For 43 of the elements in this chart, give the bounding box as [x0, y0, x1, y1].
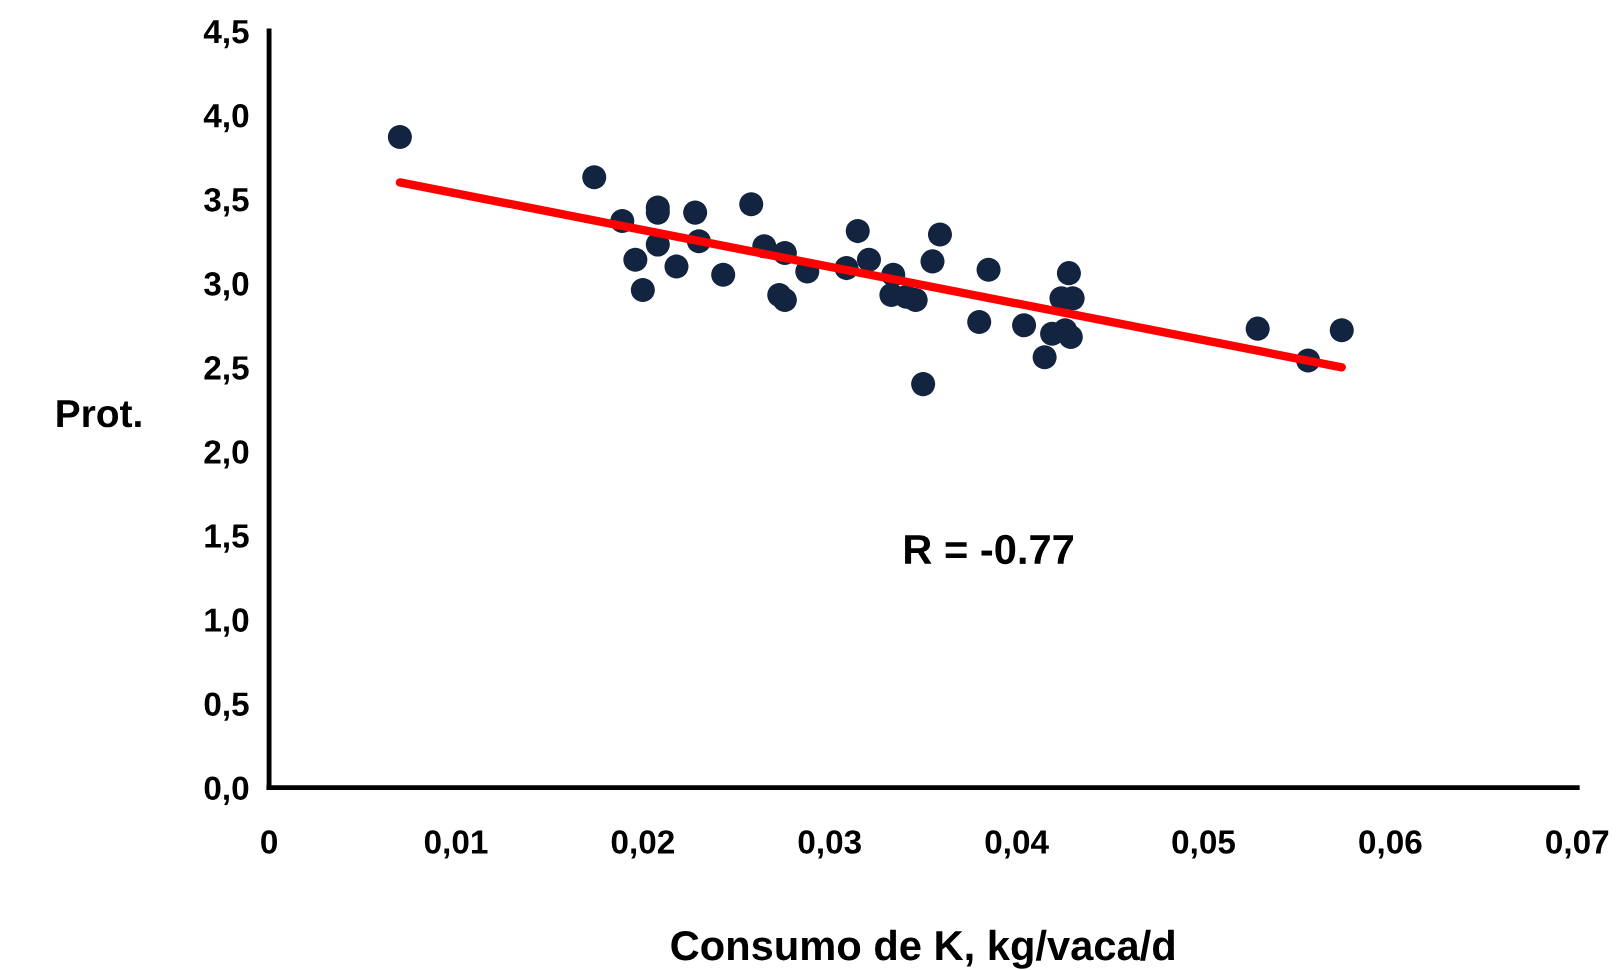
point: [683, 200, 708, 225]
point: [387, 124, 412, 149]
x-axis-title: Consumo de K, kg/vaca/d: [671, 929, 1174, 969]
y-tick-label: 4,5: [203, 20, 249, 49]
point: [1012, 313, 1037, 338]
x-tick-label: 0,07: [1546, 830, 1609, 859]
point: [1056, 261, 1081, 286]
y-tick-label: 2,5: [204, 356, 249, 385]
annotation: R = -0.77: [905, 534, 1074, 565]
point: [1245, 316, 1270, 341]
x-tick-label: 0,03: [798, 830, 861, 859]
x-tick-label: 0,05: [1172, 830, 1235, 859]
point: [1058, 325, 1083, 350]
y-axis-title: Prot.: [57, 400, 141, 428]
y-tick-label: 3,5: [204, 187, 249, 217]
point: [920, 249, 945, 274]
point: [739, 192, 764, 217]
point: [664, 254, 689, 279]
point: [623, 247, 648, 272]
y-tick-label: 0,5: [204, 692, 249, 721]
point: [1032, 345, 1057, 370]
point: [845, 219, 870, 244]
x-tick-label: 0,06: [1359, 830, 1422, 859]
point: [927, 222, 953, 247]
x-tick-label: 0,02: [611, 830, 674, 859]
point: [772, 288, 797, 313]
x-tick-label: 0,04: [985, 830, 1049, 859]
y-tick-label: 3,0: [204, 272, 249, 301]
y-tick-label: 1,0: [205, 608, 249, 637]
point: [967, 309, 992, 334]
point: [582, 165, 607, 190]
y-tick-label: 2,0: [204, 440, 249, 469]
x-tick-label: 0: [261, 830, 277, 854]
point: [1329, 318, 1354, 343]
point: [711, 262, 736, 287]
point: [856, 247, 881, 272]
point: [630, 277, 655, 302]
x-tick-label: 0,01: [424, 830, 488, 859]
point: [911, 372, 936, 397]
y-tick-label: 1,5: [205, 524, 249, 553]
y-tick-label: 4,0: [203, 103, 249, 133]
point: [976, 257, 1001, 282]
y-tick-label: 0,0: [204, 776, 249, 805]
